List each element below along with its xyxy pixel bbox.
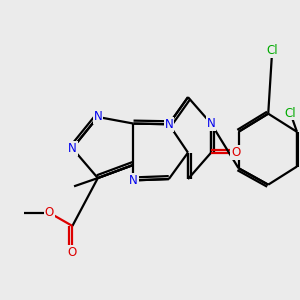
Text: Cl: Cl: [284, 106, 296, 119]
Text: N: N: [164, 118, 173, 131]
Text: N: N: [68, 142, 77, 155]
Text: O: O: [231, 146, 241, 159]
Text: Cl: Cl: [266, 44, 278, 57]
Text: O: O: [68, 246, 77, 259]
Text: N: N: [207, 117, 215, 130]
Text: N: N: [129, 174, 138, 187]
Text: N: N: [93, 110, 102, 124]
Text: O: O: [45, 206, 54, 219]
